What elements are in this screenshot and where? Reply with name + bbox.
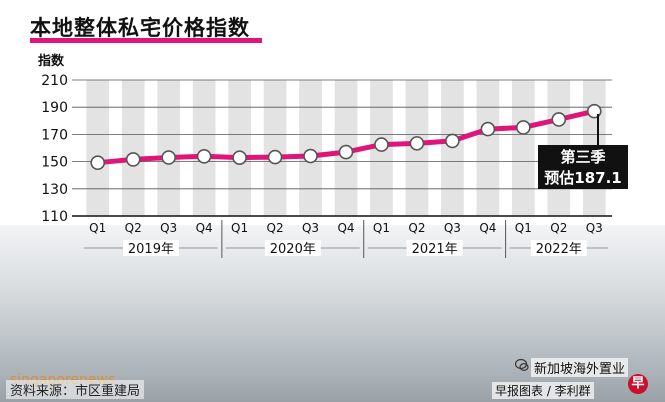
source-note: 资料来源：市区重建局 — [6, 380, 145, 399]
x-tick-label: Q2 — [125, 221, 142, 235]
y-tick-label: 130 — [41, 182, 68, 198]
x-tick-label: Q4 — [196, 221, 213, 235]
chat-bubble-icon — [515, 358, 529, 371]
data-point — [374, 137, 389, 152]
x-tick-label: Q4 — [479, 221, 496, 235]
x-tick-label: Q2 — [267, 221, 284, 235]
x-tick-label: Q3 — [302, 221, 319, 235]
year-label-bg — [264, 240, 321, 256]
data-point — [480, 121, 496, 137]
year-label: 2021年 — [412, 242, 458, 257]
brand-label: 新加坡海外置业 — [531, 358, 629, 377]
y-axis-label: 指数 — [38, 54, 65, 69]
category-band — [228, 80, 251, 216]
data-point — [232, 150, 247, 165]
data-point — [409, 136, 425, 151]
data-point — [267, 149, 283, 165]
data-point — [516, 120, 531, 135]
callout-line2: 预估187.1 — [544, 169, 622, 187]
estimate-callout: 第三季 预估187.1 — [538, 145, 628, 189]
title-underline — [30, 38, 262, 43]
y-tick-label: 110 — [41, 209, 68, 225]
year-label-bg — [530, 240, 587, 256]
data-point — [196, 148, 212, 164]
year-label-bg — [122, 240, 179, 256]
x-tick-label: Q4 — [337, 221, 354, 235]
x-tick-label: Q3 — [160, 221, 177, 235]
graphic-credit: 早报图表 / 李利群 — [492, 382, 594, 399]
y-tick-label: 150 — [41, 155, 68, 171]
data-point — [125, 152, 141, 167]
data-point — [303, 148, 318, 164]
data-point — [338, 144, 354, 160]
data-point — [551, 112, 567, 127]
category-band — [263, 80, 287, 216]
callout-line1: 第三季 — [560, 148, 606, 166]
y-tick-label: 170 — [41, 127, 68, 143]
category-band — [157, 80, 181, 216]
x-tick-label: Q3 — [444, 221, 461, 235]
year-label: 2020年 — [270, 242, 316, 257]
x-tick-label: Q1 — [373, 221, 390, 235]
x-tick-label: Q1 — [515, 221, 532, 235]
category-band — [86, 80, 110, 216]
data-point — [161, 150, 176, 165]
category-band — [121, 80, 145, 216]
category-band — [192, 80, 216, 216]
data-point — [445, 133, 460, 149]
category-band — [476, 80, 500, 216]
x-tick-label: Q3 — [586, 221, 603, 235]
x-tick-label: Q1 — [89, 221, 106, 235]
chart-title: 本地整体私宅价格指数 — [30, 16, 250, 40]
y-tick-label: 210 — [41, 73, 68, 89]
x-tick-label: Q2 — [550, 221, 567, 235]
data-point — [90, 155, 106, 170]
y-tick-label: 190 — [41, 100, 68, 116]
publisher-logo: 早 — [628, 374, 648, 394]
category-band — [511, 80, 535, 216]
callout-connector — [597, 114, 599, 146]
year-label: 2019年 — [128, 242, 174, 257]
year-label-bg — [406, 240, 463, 256]
category-band — [299, 80, 322, 216]
x-tick-label: Q1 — [231, 221, 248, 235]
year-label: 2022年 — [536, 242, 582, 257]
x-tick-label: Q2 — [408, 221, 425, 235]
